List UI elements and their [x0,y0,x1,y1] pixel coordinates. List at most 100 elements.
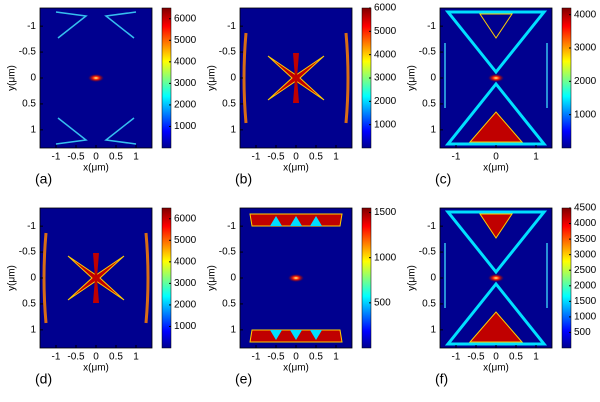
panel-label: (b) [235,171,252,187]
y-tick-label: -0.5 [219,247,237,258]
y-tick-label: 0 [430,73,436,84]
colorbar-tick-label: 5000 [374,26,397,37]
y-tick-label: -0.5 [219,47,237,58]
x-tick-label: -1 [252,352,261,363]
x-tick-label: 0 [493,152,499,163]
y-tick-label: 0 [30,73,36,84]
x-tick-label: -1 [452,352,461,363]
hot-spot [488,74,504,82]
notch [310,216,322,226]
x-tick-label: 0.5 [109,352,123,363]
colorbar-tick-label: 2500 [574,265,597,276]
x-tick-label: 1 [533,152,539,163]
colorbar-tick-label: 2000 [574,280,597,291]
x-tick-label: -1 [452,152,461,163]
y-tick-label: 1 [30,124,36,135]
colorbar-tick-label: 1000 [574,312,597,323]
x-tick-label: -0.5 [67,352,85,363]
y-axis-label: y(μm) [7,265,18,291]
colorbar [561,207,572,349]
colorbar-tick-label: 500 [574,327,591,338]
hot-spot [488,274,504,282]
y-tick-label: -0.5 [419,247,437,258]
colorbar-tick-label: 6000 [174,13,197,24]
y-tick-label: -1 [227,21,236,32]
y-tick-label: 1 [230,324,236,335]
y-tick-label: 1 [430,124,436,135]
y-tick-label: 0.5 [22,299,36,310]
x-axis-label: x(μm) [83,363,109,374]
panel: -1 -0.5 0 0.5 1 -1 -0.5 0 0.5 1 x(μm) y(μm) 1000 2000… [7,7,197,187]
y-tick-label: 0.5 [222,299,236,310]
colorbar-tick-label: 3000 [174,78,197,89]
edge-arc [242,32,248,124]
x-tick-label: 0 [93,352,99,363]
lobe [444,10,548,75]
x-axis-label: x(μm) [83,163,109,174]
colorbar-tick-label: 1000 [174,321,197,332]
colorbar-tick-label: 1000 [174,121,197,132]
edge-arc [42,232,48,324]
colorbar-tick-label: 3000 [574,43,597,54]
colorbar-tick-label: 6000 [174,213,197,224]
x-tick-label: -1 [52,152,61,163]
y-tick-label: -1 [427,221,436,232]
y-axis-label: y(μm) [7,65,18,91]
field-pattern [444,210,548,346]
colorbar [161,207,172,349]
y-tick-label: -1 [27,221,36,232]
colorbar [361,207,372,349]
y-tick-label: 1 [30,324,36,335]
hot-lobe [479,213,513,239]
x-tick-label: 0 [293,352,299,363]
colorbar-tick-label: 4000 [374,49,397,60]
y-tick-label: 1 [230,124,236,135]
field-pattern [55,11,137,145]
hot-spot [88,74,104,82]
colorbar-tick-label: 5000 [174,35,197,46]
edge-arc [344,32,350,124]
colorbar [161,7,172,149]
colorbar-tick-label: 4000 [574,9,597,20]
arc [55,11,137,145]
y-tick-label: 0.5 [22,99,36,110]
x-axis-label: x(μm) [483,363,509,374]
hot-lobe [468,111,524,143]
lobe [444,210,548,275]
x-tick-label: -0.5 [267,352,285,363]
lobe [444,281,548,346]
notch [290,330,302,340]
colorbar-tick-label: 4000 [174,56,197,67]
lobe [444,81,548,146]
y-tick-label: 0 [230,273,236,284]
colorbar-tick-label: 3000 [574,249,597,260]
panel: -1 -0.5 0 0.5 1 -1 -0.5 0 0.5 1 x(μm) y(μm) 500 1000 1… [207,207,397,387]
x-tick-label: 0.5 [309,352,323,363]
x-tick-label: 0 [493,352,499,363]
y-axis-label: y(μm) [207,265,218,291]
x-tick-label: 0 [93,152,99,163]
colorbar-tick-label: 1500 [374,207,397,218]
y-tick-label: -0.5 [419,47,437,58]
x-tick-label: 1 [133,352,139,363]
notch [290,216,302,226]
panel-label: (e) [235,371,252,387]
field-pattern [444,10,548,146]
field-pattern [42,232,150,324]
x-tick-label: -1 [252,152,261,163]
notch [270,216,282,226]
y-axis-label: y(μm) [407,265,418,291]
hot-spot [93,253,99,303]
colorbar-tick-label: 4000 [574,218,597,229]
x-axis-label: x(μm) [283,363,309,374]
x-tick-label: -0.5 [67,152,85,163]
x-tick-label: 0.5 [109,152,123,163]
y-tick-label: 1 [430,324,436,335]
y-tick-label: 0.5 [222,99,236,110]
panel: -1 -0.5 0 0.5 1 -1 -0.5 0 0.5 1 x(μm) y(μm) 1000 2000… [7,207,197,387]
panel: -1 -0.5 0 0.5 1 -1 -0.5 0 0.5 1 x(μm) y(μm) 500 1000 1… [407,203,597,387]
colorbar-tick-label: 3000 [174,278,197,289]
hot-lobe [479,13,513,39]
x-tick-label: 1 [333,152,339,163]
